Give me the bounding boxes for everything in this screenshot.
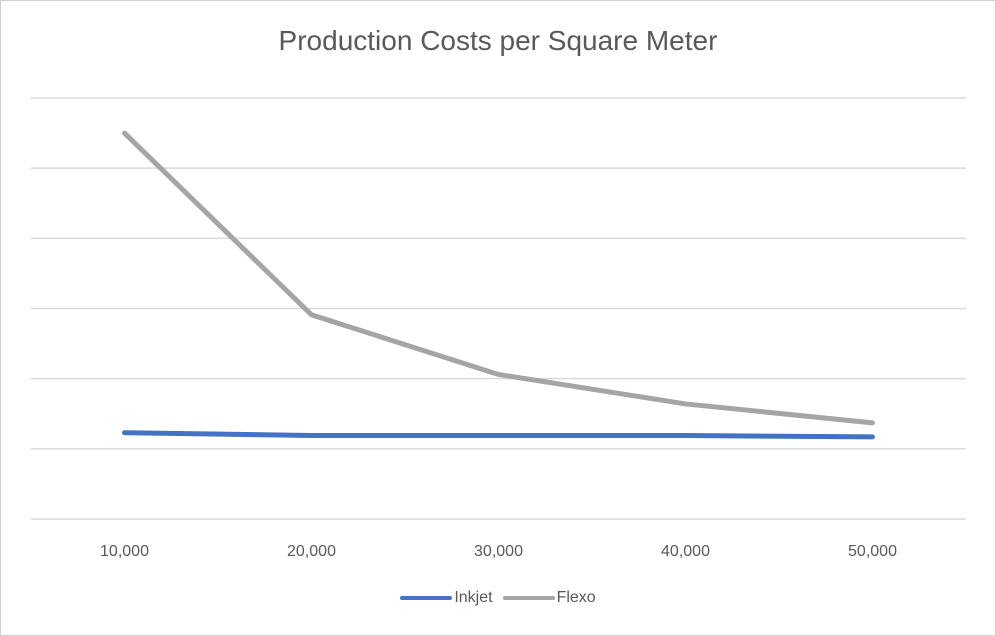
chart-title: Production Costs per Square Meter: [278, 25, 718, 56]
legend: Inkjet Flexo: [1, 589, 995, 607]
x-tick-label: 50,000: [848, 543, 897, 560]
legend-swatch-flexo: [502, 596, 555, 600]
legend-label-flexo: Flexo: [556, 589, 596, 606]
x-tick-label: 40,000: [661, 543, 710, 560]
legend-swatch-inkjet: [400, 596, 453, 600]
x-tick-label: 10,000: [100, 543, 149, 560]
x-tick-label: 20,000: [287, 543, 336, 560]
series-line-inkjet: [122, 430, 875, 440]
legend-item-inkjet: Inkjet: [400, 589, 493, 607]
x-tick-label: 30,000: [474, 543, 523, 560]
legend-label-inkjet: Inkjet: [454, 589, 493, 606]
legend-item-flexo: Flexo: [502, 589, 596, 607]
